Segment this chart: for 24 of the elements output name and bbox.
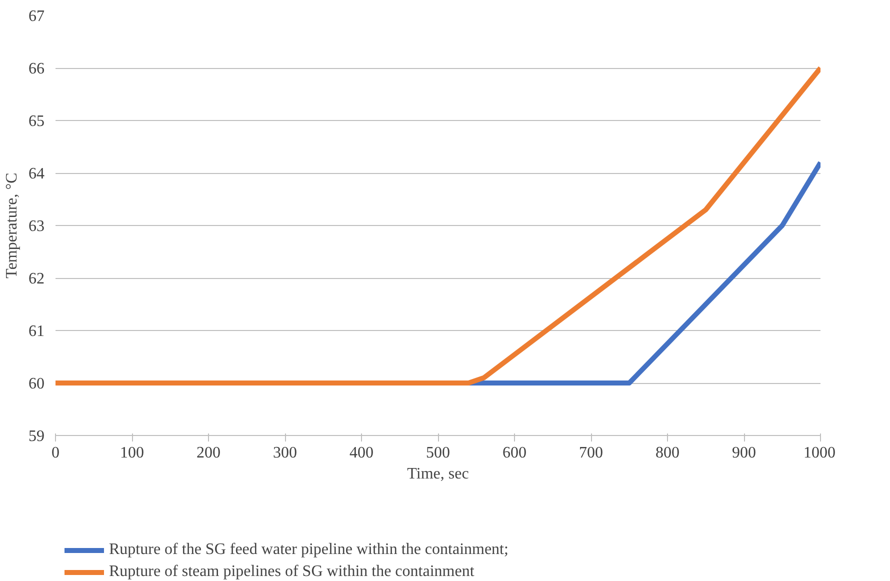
x-tick-label: 500	[426, 444, 450, 462]
x-tick-label: 600	[502, 444, 526, 462]
x-tick-label: 0	[52, 444, 60, 462]
x-axis-title: Time, sec	[407, 466, 469, 482]
y-tick-label: 61	[28, 323, 44, 340]
y-tick-label: 62	[28, 270, 44, 288]
y-tick-label: 59	[28, 428, 44, 445]
x-tick-label: 900	[732, 444, 756, 462]
legend-label: Rupture of the SG feed water pipeline within the containment;	[109, 540, 508, 559]
y-axis-title: Temperature, °C	[4, 172, 20, 278]
y-tick-label: 67	[28, 8, 44, 25]
x-tick-label: 700	[579, 444, 603, 462]
y-tick-label: 66	[28, 60, 44, 78]
x-tick-label: 1000	[804, 444, 836, 462]
x-tick-label: 200	[196, 444, 220, 462]
y-tick-label: 65	[28, 113, 44, 130]
y-tick-label: 60	[28, 376, 44, 392]
x-tick-label: 400	[350, 444, 374, 462]
legend-label: Rupture of steam pipelines of SG within the containment	[109, 562, 474, 581]
x-tick-label: 300	[273, 444, 297, 462]
x-tick-label: 100	[120, 444, 144, 462]
y-tick-label: 64	[28, 166, 44, 182]
x-tick-label: 800	[656, 444, 680, 462]
y-tick-label: 63	[28, 218, 44, 235]
